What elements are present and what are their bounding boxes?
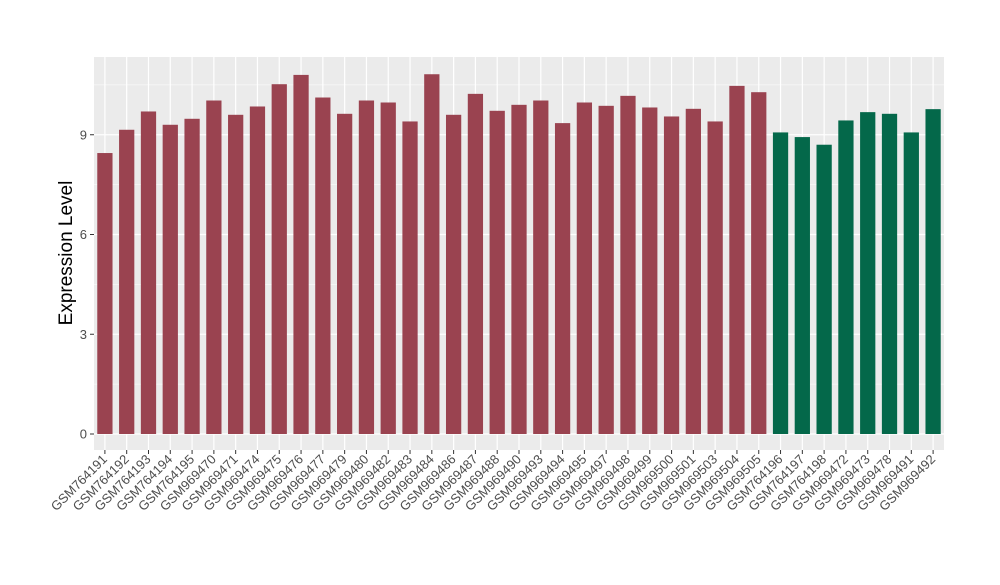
bar [315,97,331,434]
bar [337,113,353,435]
bar [751,92,767,434]
y-tick-label: 0 [80,427,87,442]
bar [119,129,135,434]
bar [511,104,527,434]
bar [228,114,244,435]
bar [380,102,396,434]
bar [162,124,178,435]
bar [663,116,680,435]
bar [402,121,418,434]
y-tick-label: 3 [80,327,87,342]
bar [838,120,854,434]
bar [903,132,919,435]
y-tick-label: 9 [80,127,87,142]
bar [772,132,789,435]
bar [140,111,157,434]
bar [794,137,810,434]
bars [97,74,941,435]
bar [707,121,723,434]
bar [489,110,505,434]
bar [860,112,876,434]
y-tick-label: 6 [80,227,87,242]
bar [729,85,745,434]
bar [271,84,287,435]
bar [642,107,658,435]
bar [293,74,309,435]
bar [97,153,113,434]
y-axis-title: Expression Level [56,181,77,326]
y-axis: 0 3 6 9 [80,127,94,442]
bar [249,106,266,435]
bar [685,108,701,434]
bar [184,118,200,434]
bar [424,74,440,435]
bar [576,102,593,434]
bar [445,114,462,435]
bar [881,113,898,435]
bar [206,100,222,434]
bar [554,123,571,435]
bar [598,105,614,434]
bar [467,93,484,434]
bar [816,144,832,434]
bar [620,95,636,434]
bar [925,109,941,435]
bar [358,100,375,434]
x-axis: GSM764191GSM764192GSM764193GSM764194GSM7… [48,450,938,514]
bar [533,100,549,434]
